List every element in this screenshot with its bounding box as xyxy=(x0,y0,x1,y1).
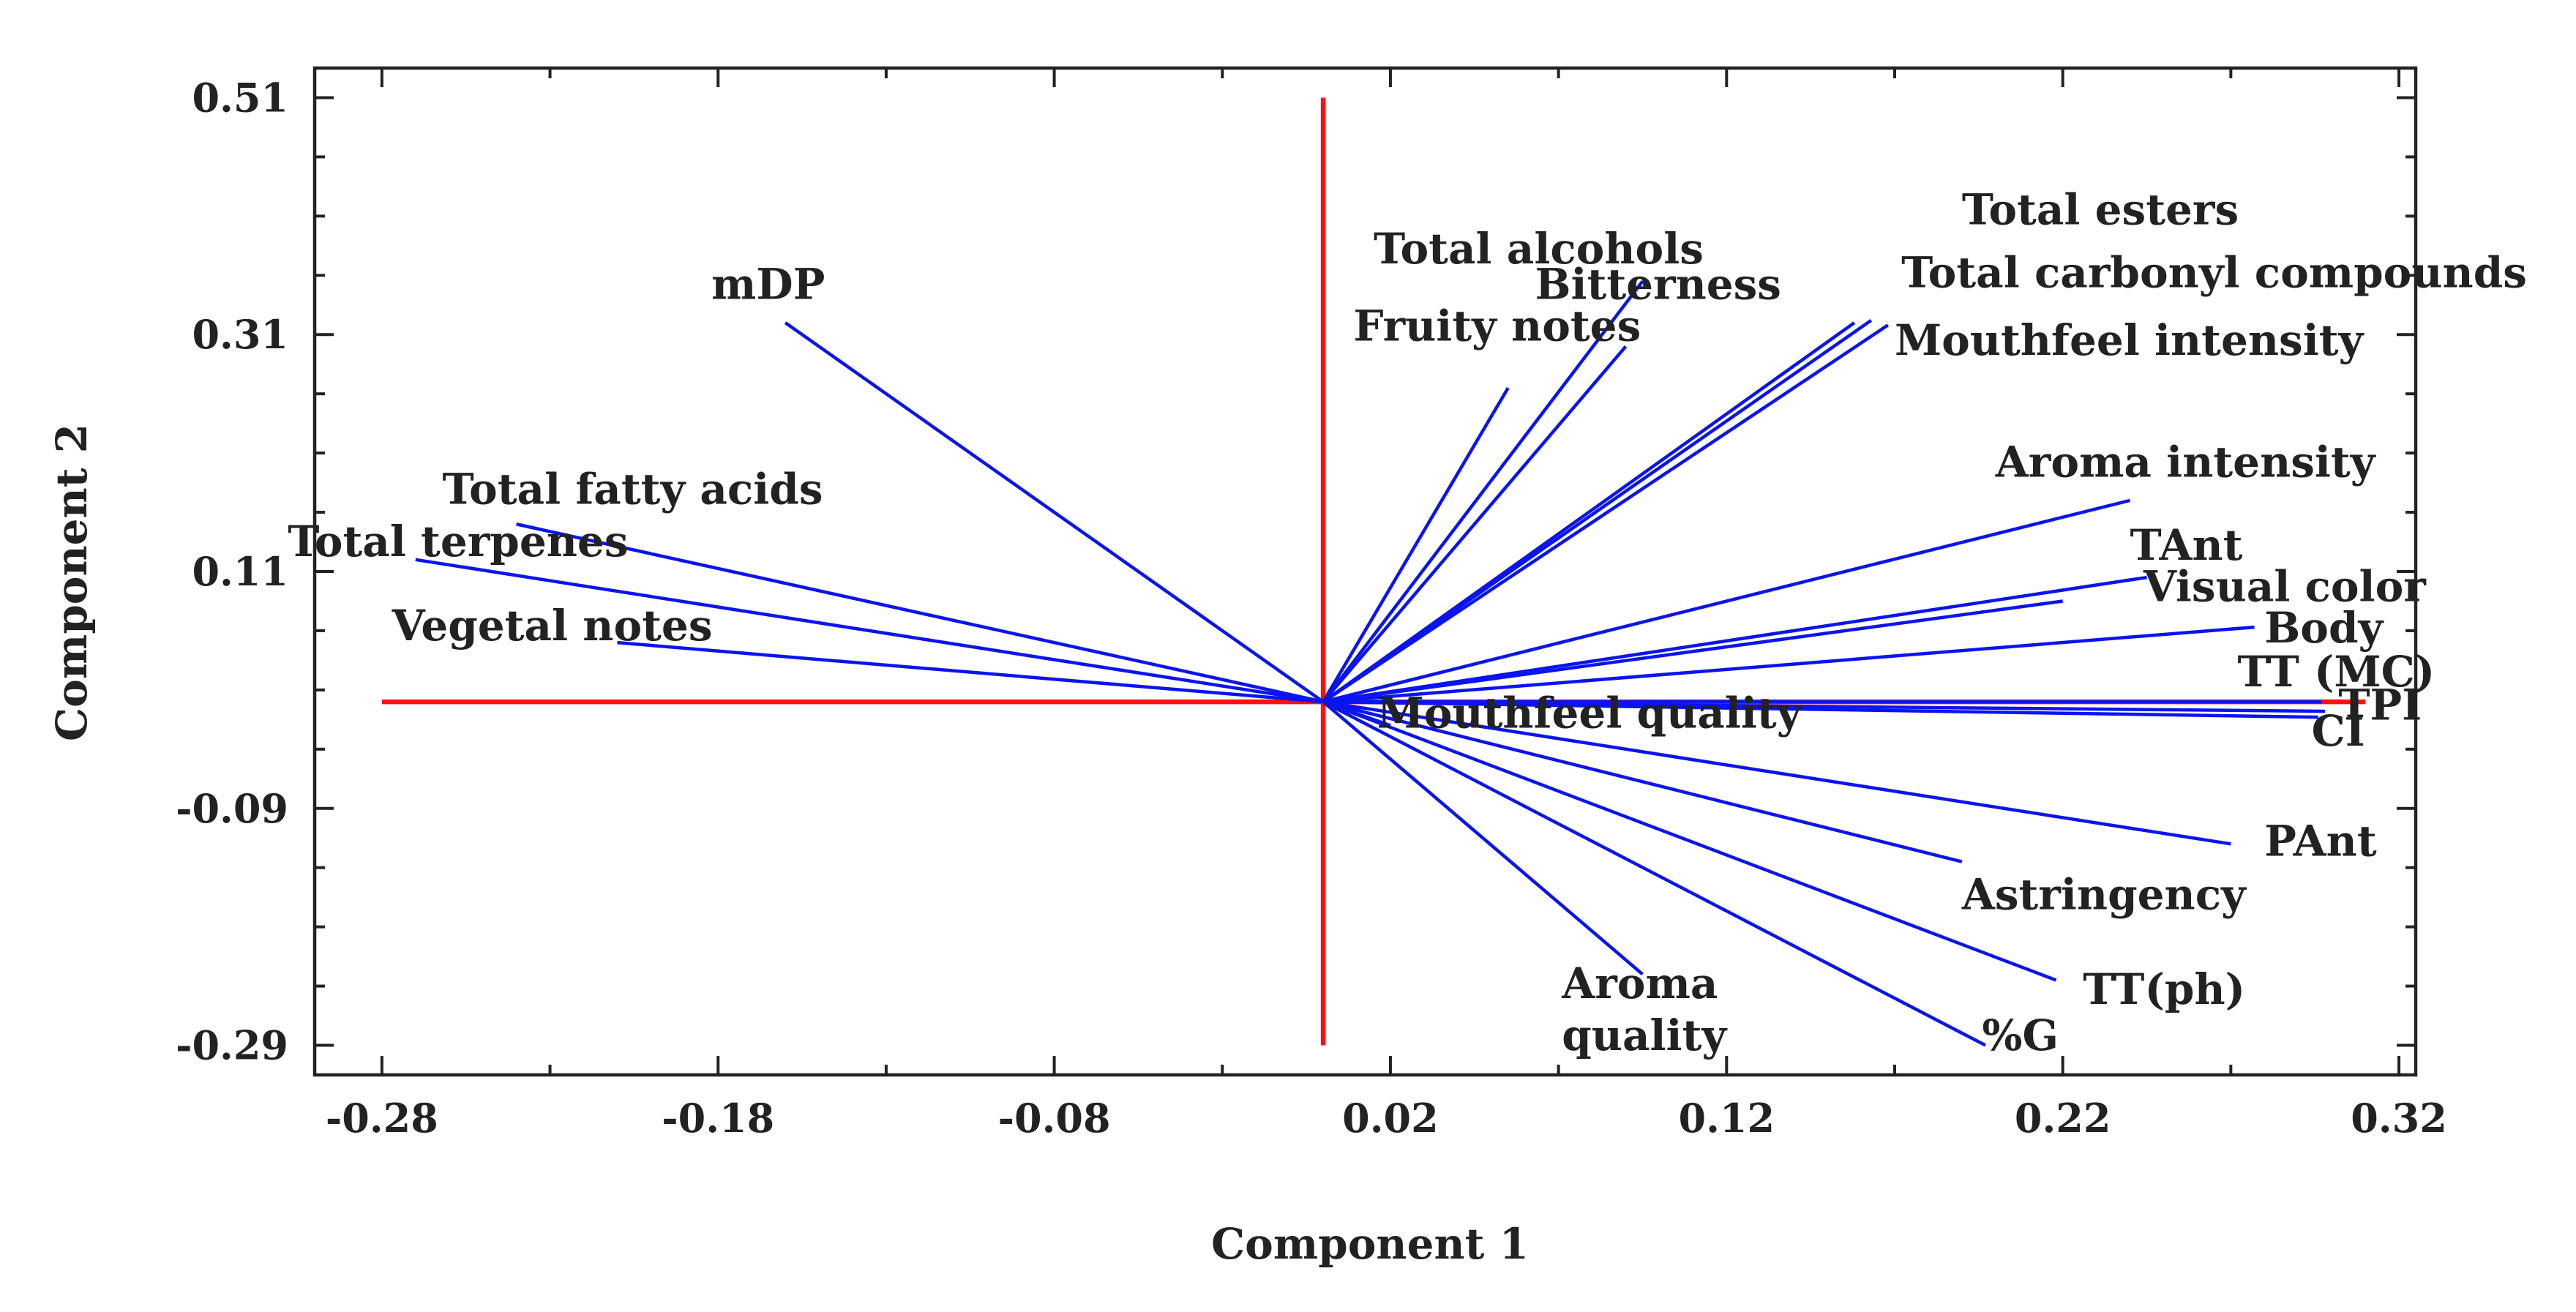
vector-label: Total carbonyl compounds xyxy=(1901,247,2527,297)
vector-tant xyxy=(1322,575,2147,704)
vector-label: quality xyxy=(1562,1011,1728,1060)
vector-label: Body xyxy=(2264,603,2384,653)
vector-label: Total terpenes xyxy=(288,517,628,566)
y-tick-label: 0.31 xyxy=(192,311,288,358)
vector-pant xyxy=(1322,700,2231,846)
vector-label: TT(ph) xyxy=(2083,964,2245,1014)
x-axis-title: Component 1 xyxy=(1211,1219,1529,1269)
vector-label: TPI xyxy=(2338,680,2422,730)
vector-total-fatty-acids xyxy=(516,522,1324,704)
x-tick-label: -0.18 xyxy=(662,1095,774,1142)
vector-label: Total esters xyxy=(1962,185,2239,235)
vector-fruity-notes xyxy=(1322,386,1510,703)
vector-astringency xyxy=(1322,700,1963,863)
loading-vectors xyxy=(415,280,2325,1047)
vector-label: Mouthfeel quality xyxy=(1377,689,1803,738)
vector-mouthfeel-intensity xyxy=(1322,323,1890,703)
vector-visual-color xyxy=(1322,599,2063,704)
vector-label: TAnt xyxy=(2130,520,2243,570)
vector-label: %G xyxy=(1982,1011,2059,1060)
vector-label: PAnt xyxy=(2264,817,2377,866)
x-tick-label: -0.08 xyxy=(998,1095,1111,1142)
vector-label: Visual color xyxy=(2143,561,2427,611)
vector-aroma-intensity xyxy=(1322,498,2131,704)
vector-label: Fruity notes xyxy=(1353,301,1641,351)
y-tick-label: 0.11 xyxy=(192,548,288,595)
vector-label: mDP xyxy=(711,260,825,310)
vector-tt-ph xyxy=(1322,700,2057,982)
vector-total-alcohols xyxy=(1322,280,1644,703)
axis-ticks xyxy=(315,68,2416,1075)
x-tick-label: 0.22 xyxy=(2015,1095,2111,1142)
y-axis-title: Component 2 xyxy=(47,424,97,741)
vector-ci xyxy=(1323,700,2318,719)
vector-label: Total alcohols xyxy=(1374,224,1704,274)
y-tick-label: -0.09 xyxy=(176,785,288,832)
vector-bitterness xyxy=(1322,345,1628,703)
x-tick-label: 0.32 xyxy=(2351,1095,2447,1142)
vector-label: TT (MC) xyxy=(2238,647,2435,697)
vector-g xyxy=(1322,700,1987,1047)
vector-label: Bitterness xyxy=(1535,260,1781,310)
vector-label: Mouthfeel intensity xyxy=(1895,315,2365,365)
x-tick-label: 0.02 xyxy=(1342,1095,1439,1142)
y-tick-label: -0.29 xyxy=(176,1022,288,1069)
vector-label: Aroma intensity xyxy=(1995,437,2377,487)
vector-label: Astringency xyxy=(1961,869,2247,919)
vector-aroma-quality xyxy=(1322,700,1644,976)
vector-total-carbonyl-compounds xyxy=(1322,318,1873,703)
vector-mdp xyxy=(784,321,1325,703)
vector-total-terpenes xyxy=(415,558,1324,704)
vector-label: CI xyxy=(2312,706,2365,756)
vector-label: Vegetal notes xyxy=(392,601,713,651)
vector-vegetal-notes xyxy=(617,640,1324,704)
x-tick-label: -0.28 xyxy=(326,1095,438,1142)
vector-body xyxy=(1322,625,2255,704)
vector-label: Aroma xyxy=(1561,959,1718,1008)
y-tick-label: 0.51 xyxy=(192,74,288,121)
tick-labels: -0.28 -0.18 -0.08 0.02 0.12 0.22 0.32 -0.29 -0.0… xyxy=(176,74,2447,1142)
vector-label: Total fatty acids xyxy=(443,465,823,514)
x-tick-label: 0.12 xyxy=(1679,1095,1775,1142)
